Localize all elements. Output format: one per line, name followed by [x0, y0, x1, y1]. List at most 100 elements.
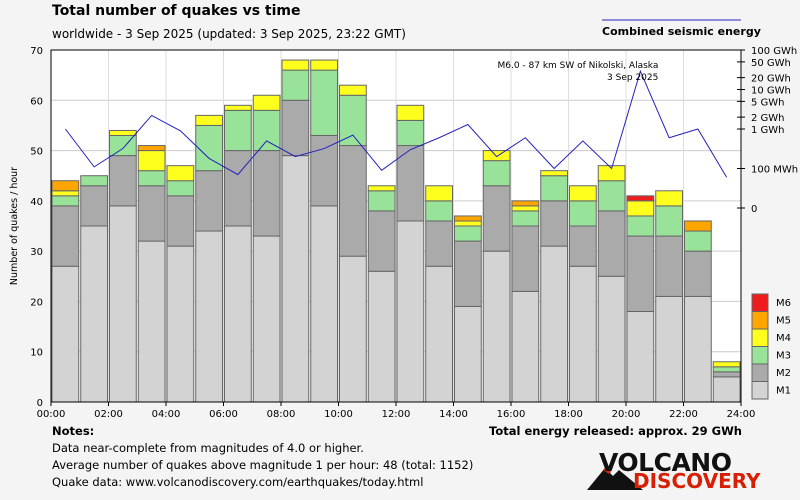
- bar-M3: [224, 109, 252, 152]
- bar-M3: [454, 225, 482, 242]
- x-tick-label: 00:00: [37, 409, 66, 420]
- bar-M2: [425, 220, 453, 267]
- x-tick-label: 20:00: [612, 409, 641, 420]
- bar-M5: [454, 215, 482, 222]
- bar-M3: [137, 170, 166, 187]
- bar-M4: [655, 190, 683, 207]
- bar-M3: [166, 180, 195, 197]
- bar-M4: [224, 104, 252, 111]
- bar-M1: [339, 255, 367, 403]
- total-energy-label: Total energy released: approx. 29 GWh: [489, 424, 742, 438]
- x-tick-label: 04:00: [152, 409, 181, 420]
- energy-tick-label: 5 GWh: [751, 97, 785, 108]
- bar-M2: [597, 210, 626, 277]
- annotation-line-2: 3 Sep 2025: [607, 73, 658, 83]
- bar-M1: [626, 310, 655, 403]
- y-tick-label: 0: [37, 398, 43, 409]
- bar-M3: [339, 94, 367, 147]
- legend-swatch-M4: [751, 328, 769, 347]
- bar-M3: [569, 200, 597, 227]
- logo-line-2: DISCOVERY: [633, 469, 761, 493]
- legend-swatch-M3: [751, 346, 769, 365]
- energy-legend-label: Combined seismic energy: [602, 25, 761, 38]
- bar-M3: [626, 215, 655, 237]
- bar-M3: [396, 119, 425, 147]
- bar-M4: [482, 150, 511, 162]
- y-tick-label: 60: [30, 96, 43, 107]
- energy-tick-label: 100 GWh: [751, 46, 797, 57]
- y-axis-label: Number of quakes / hour: [9, 167, 20, 285]
- bar-M2: [224, 150, 252, 227]
- bar-M4: [195, 114, 223, 126]
- energy-tick-label: 50 GWh: [751, 58, 791, 69]
- chart-subtitle: worldwide - 3 Sep 2025 (updated: 3 Sep 2…: [52, 27, 406, 41]
- bar-M2: [339, 145, 367, 257]
- bar-M2: [454, 240, 482, 307]
- bar-M2: [511, 225, 540, 292]
- bar-M4: [425, 185, 453, 202]
- bar-M1: [224, 225, 252, 403]
- bar-M4: [137, 150, 166, 172]
- legend-swatch-M6: [751, 293, 769, 312]
- notes-header: Notes:: [52, 424, 95, 438]
- bar-M3: [655, 205, 683, 237]
- bar-M1: [712, 376, 741, 403]
- bar-M1: [51, 265, 80, 403]
- notes-block: Notes: Data near-complete from magnitude…: [52, 423, 473, 491]
- legend-swatch-M2: [751, 363, 769, 382]
- bar-M1: [511, 290, 540, 403]
- chart-title: Total number of quakes vs time: [52, 3, 301, 19]
- x-tick-label: 02:00: [94, 409, 123, 420]
- y-tick-label: 30: [30, 247, 43, 258]
- bar-M2: [396, 145, 425, 222]
- bar-M2: [166, 195, 195, 247]
- bar-M4: [540, 170, 568, 177]
- bar-M2: [626, 235, 655, 312]
- y-tick-label: 40: [30, 197, 43, 208]
- bar-M1: [281, 155, 310, 403]
- bar-M4: [109, 129, 137, 136]
- legend-swatch-M1: [751, 381, 769, 400]
- bar-M1: [597, 275, 626, 403]
- bar-M3: [252, 109, 281, 152]
- bar-M2: [310, 134, 338, 207]
- bar-M3: [80, 175, 108, 187]
- bar-M1: [367, 270, 396, 403]
- x-tick-label: 06:00: [209, 409, 238, 420]
- bar-M5: [684, 220, 712, 232]
- notes-line-1: Data near-complete from magnitudes of 4.…: [52, 441, 364, 455]
- bar-M1: [655, 295, 683, 403]
- legend-label-M2: M2: [776, 368, 791, 379]
- bar-M4: [367, 185, 396, 192]
- x-tick-label: 18:00: [554, 409, 583, 420]
- energy-tick-label: 2 GWh: [751, 113, 785, 124]
- bar-M1: [137, 240, 166, 403]
- bar-M5: [137, 145, 166, 152]
- bar-M3: [482, 160, 511, 187]
- y-tick-label: 50: [30, 147, 43, 158]
- y-tick-label: 10: [30, 348, 43, 359]
- bar-M4: [569, 185, 597, 202]
- y-tick-label: 70: [30, 46, 43, 57]
- x-tick-label: 12:00: [382, 409, 411, 420]
- x-tick-label: 10:00: [324, 409, 353, 420]
- legend-label-M3: M3: [776, 351, 791, 362]
- bar-M1: [80, 225, 108, 403]
- notes-line-3[interactable]: Quake data: www.volcanodiscovery.com/ear…: [52, 475, 424, 489]
- x-tick-label: 08:00: [267, 409, 296, 420]
- legend-label-M4: M4: [776, 333, 791, 344]
- bar-M3: [597, 180, 626, 212]
- bar-M2: [281, 99, 310, 157]
- notes-line-2: Average number of quakes above magnitude…: [52, 458, 474, 472]
- bar-M4: [252, 94, 281, 111]
- bar-M2: [109, 155, 137, 207]
- bar-M1: [310, 205, 338, 403]
- volcanodiscovery-logo[interactable]: VOLCANO DISCOVERY: [585, 448, 761, 493]
- energy-tick-label: 10 GWh: [751, 86, 791, 97]
- bar-M1: [252, 235, 281, 403]
- bar-M3: [684, 230, 712, 252]
- bar-M4: [511, 205, 540, 212]
- y-tick-label: 20: [30, 297, 43, 308]
- bar-M3: [367, 190, 396, 212]
